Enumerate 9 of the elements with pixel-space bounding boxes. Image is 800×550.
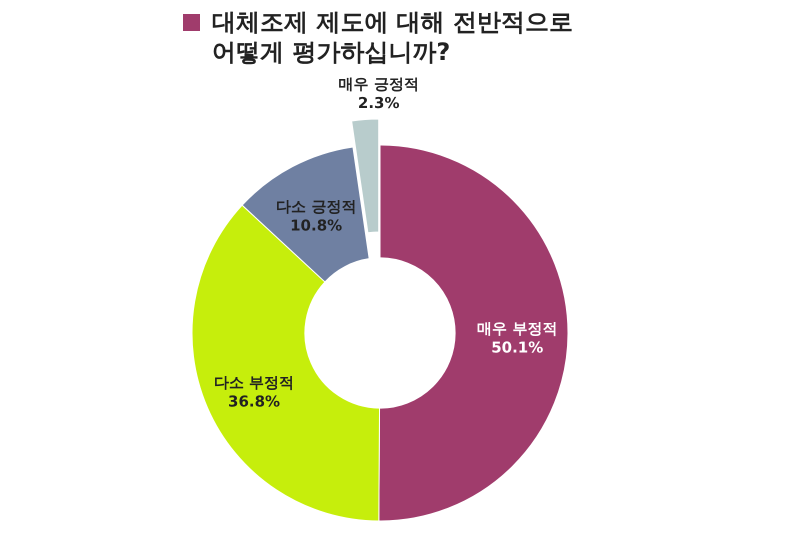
data-label: 10.8%: [290, 216, 342, 235]
data-label: 36.8%: [228, 392, 280, 411]
data-label: 2.3%: [358, 94, 400, 112]
chart-title: 대체조제 제도에 대해 전반적으로 어떻게 평가하십니까?: [212, 8, 574, 66]
slice-label: 다소 긍정적: [276, 198, 356, 216]
slice-label: 매우 긍정적: [338, 75, 419, 94]
slice-label: 매우 부정적: [477, 319, 558, 338]
slice-label: 다소 부정적: [214, 374, 294, 392]
data-label: 50.1%: [491, 338, 544, 356]
